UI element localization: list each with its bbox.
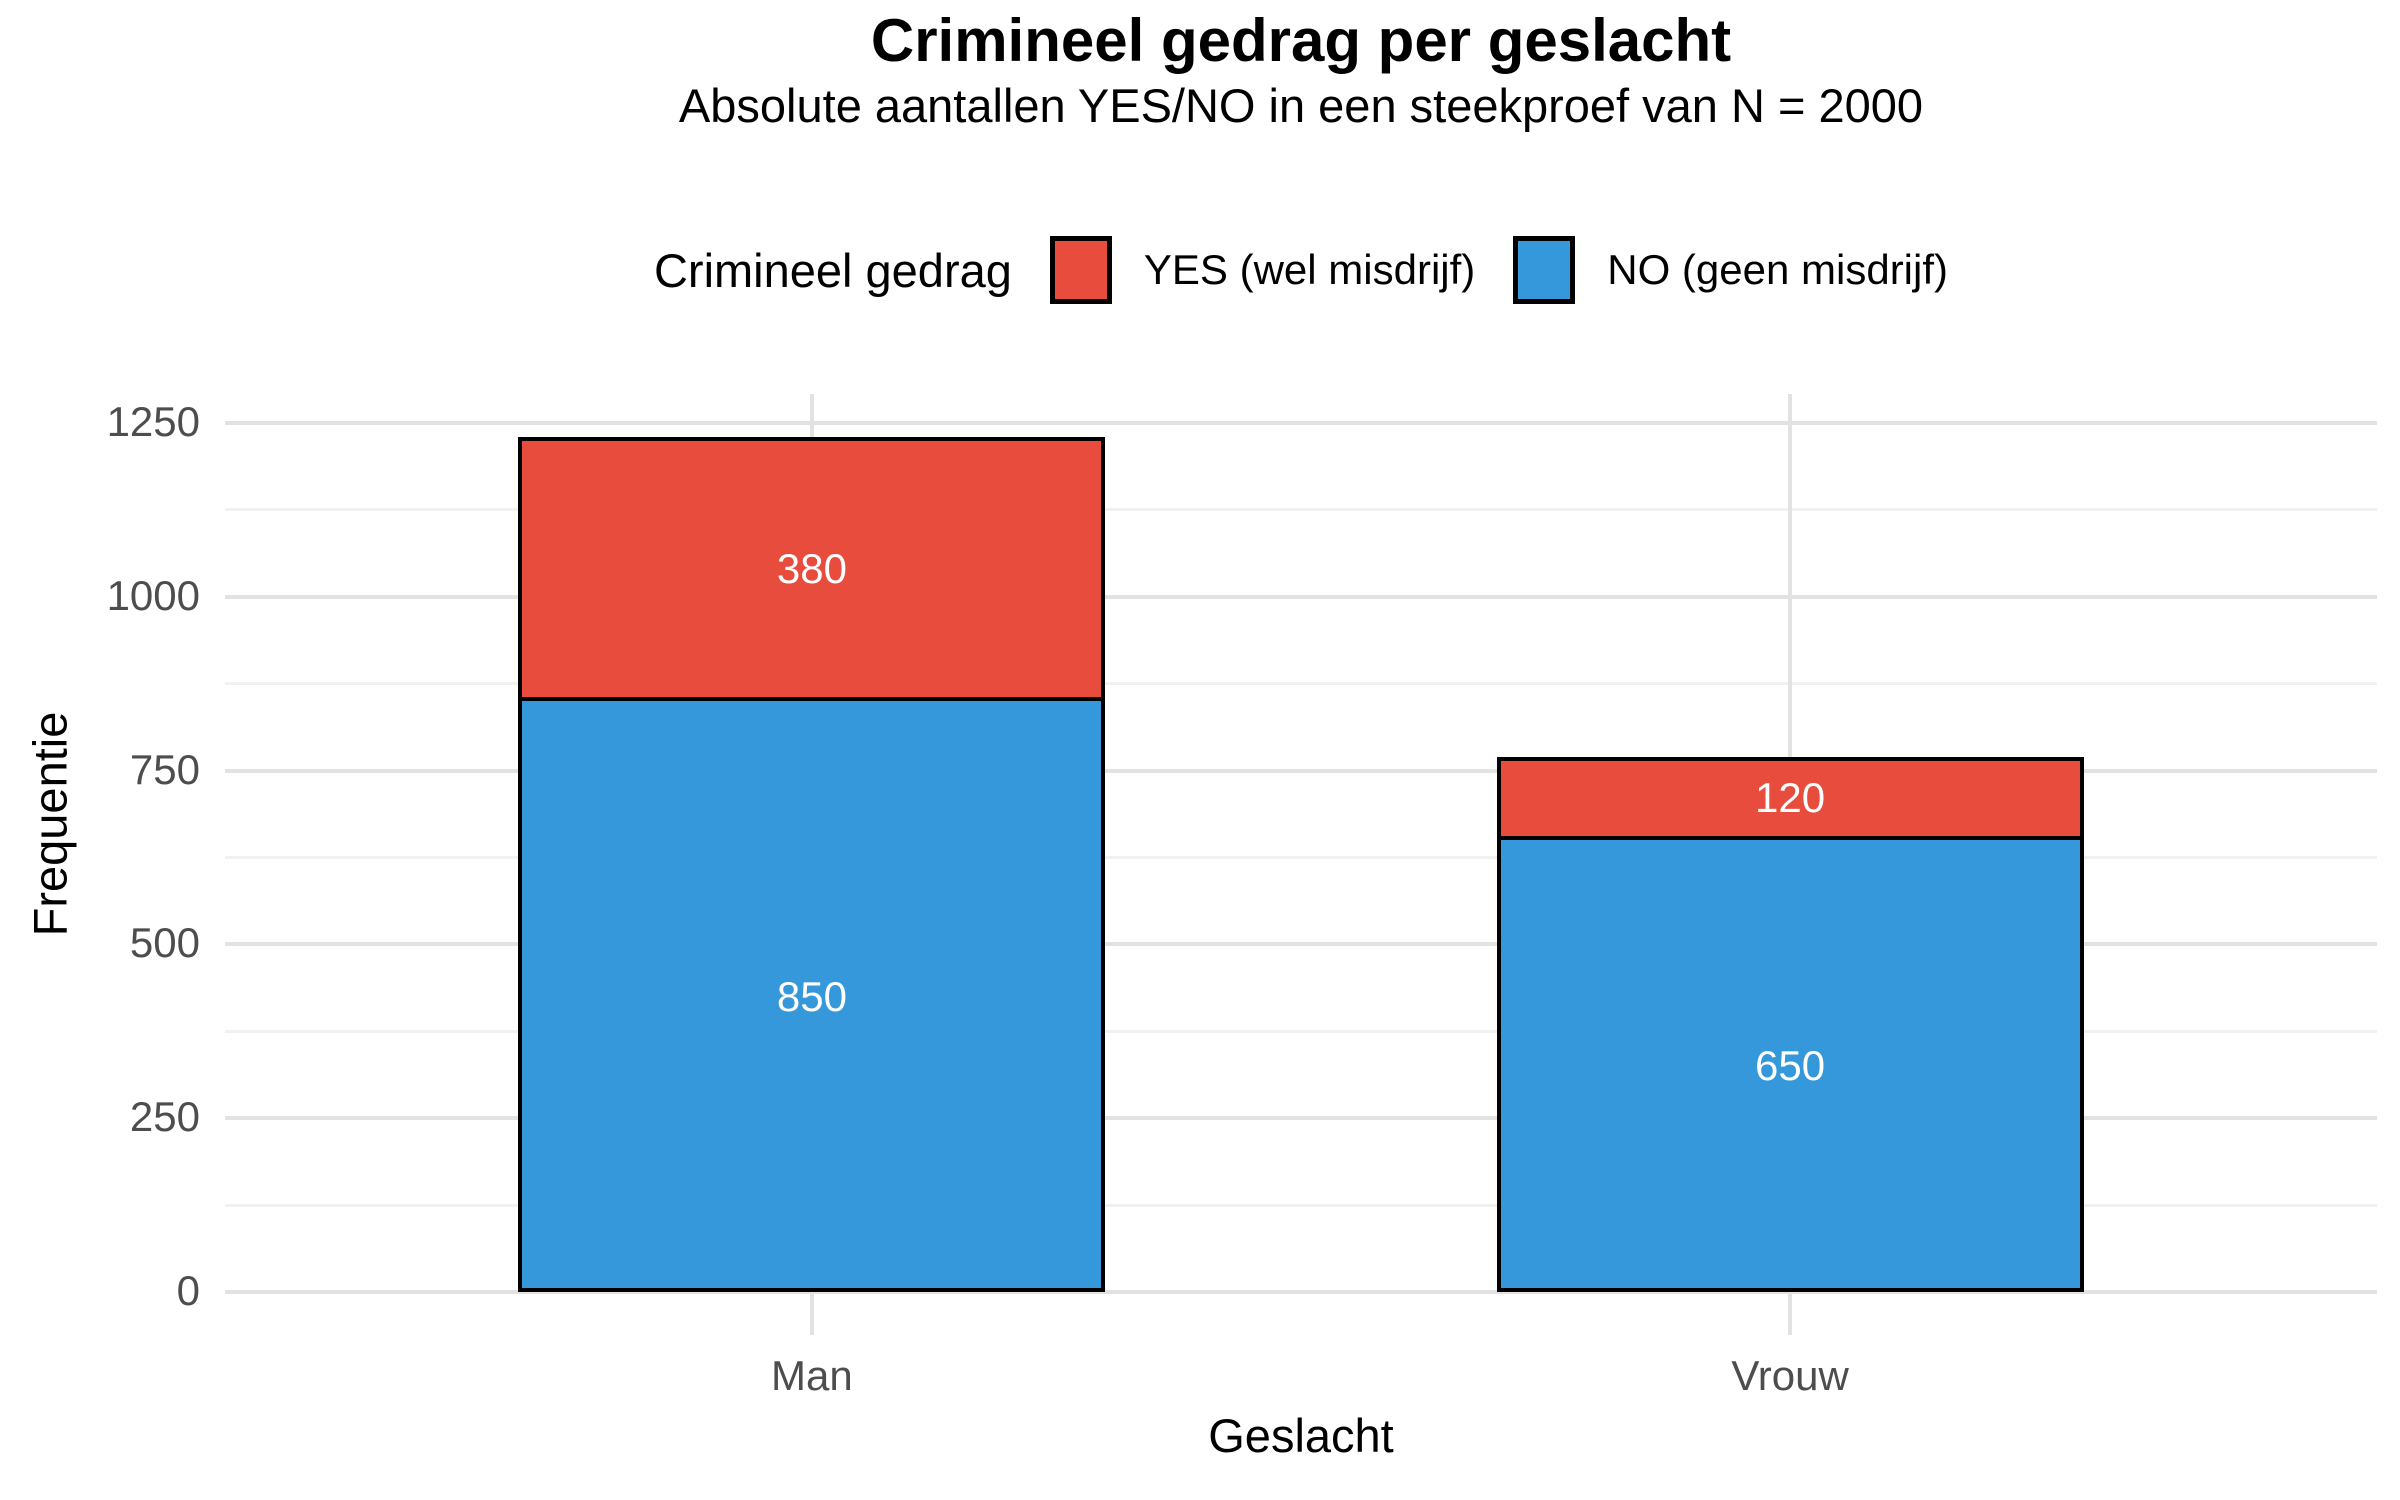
bar-segment <box>518 436 1106 702</box>
gridline-major <box>225 768 2377 773</box>
chart-title: Crimineel gedrag per geslacht <box>870 7 1732 74</box>
gridline-minor <box>225 1029 2377 1033</box>
y-tick-label: 750 <box>129 745 200 793</box>
legend-swatch <box>1049 236 1112 304</box>
x-tick-label: Man <box>771 1352 853 1399</box>
bar-value-label: 380 <box>776 544 847 592</box>
x-tick-label: Vrouw <box>1731 1352 1849 1399</box>
chart-subtitle: Absolute aantallen YES/NO in een steekpr… <box>678 79 1924 132</box>
plot-panel: 380 850 120 650 <box>225 394 2377 1335</box>
x-axis-title: Geslacht <box>1208 1409 1394 1462</box>
bar-segment <box>1496 840 2084 1293</box>
gridline-major <box>225 1116 2377 1121</box>
y-tick-label: 500 <box>129 919 200 967</box>
bar-segment <box>518 701 1106 1293</box>
bar-segment <box>1496 756 2084 841</box>
gridline-minor <box>225 1203 2377 1207</box>
y-tick-label: 0 <box>176 1267 200 1315</box>
legend-title: Crimineel gedrag <box>653 243 1012 297</box>
legend-item: YES (wel misdrijf) <box>1049 236 1476 304</box>
legend-item: NO (geen misdrijf) <box>1513 236 1948 304</box>
gridline-major <box>225 942 2377 947</box>
gridline-minor <box>225 682 2377 686</box>
legend-item-label: NO (geen misdrijf) <box>1607 246 1949 293</box>
y-tick-label: 250 <box>129 1093 200 1141</box>
gridline-minor <box>225 508 2377 512</box>
bar-value-label: 120 <box>1755 774 1826 822</box>
y-tick-label: 1000 <box>106 571 200 619</box>
gridline-major <box>225 594 2377 599</box>
legend-swatch <box>1513 236 1576 304</box>
bar-value-label: 850 <box>776 972 847 1020</box>
bar-value-label: 650 <box>1755 1042 1826 1090</box>
legend-item-label: YES (wel misdrijf) <box>1143 246 1476 293</box>
y-tick-label: 1250 <box>106 397 200 445</box>
gridline-major <box>225 1290 2377 1295</box>
gridline-major <box>225 420 2377 425</box>
legend: Crimineel gedrag YES (wel misdrijf) NO (g… <box>225 220 2377 320</box>
gridline-minor <box>225 856 2377 860</box>
